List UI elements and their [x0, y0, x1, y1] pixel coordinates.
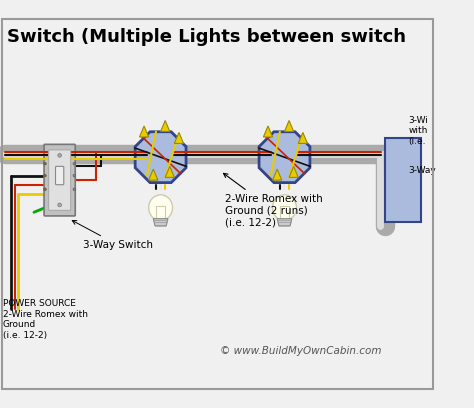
- Polygon shape: [153, 219, 168, 226]
- Polygon shape: [174, 133, 183, 144]
- Text: POWER SOURCE
2-Wire Romex with
Ground
(i.e. 12-2): POWER SOURCE 2-Wire Romex with Ground (i…: [3, 299, 88, 339]
- Polygon shape: [298, 133, 308, 144]
- Polygon shape: [165, 166, 174, 177]
- FancyBboxPatch shape: [280, 206, 289, 219]
- Polygon shape: [277, 219, 292, 226]
- Polygon shape: [289, 166, 298, 177]
- FancyBboxPatch shape: [44, 144, 75, 216]
- Ellipse shape: [58, 153, 62, 157]
- Ellipse shape: [73, 162, 76, 165]
- Ellipse shape: [149, 195, 173, 220]
- Ellipse shape: [73, 188, 76, 191]
- Ellipse shape: [58, 203, 62, 207]
- Polygon shape: [149, 169, 158, 180]
- Ellipse shape: [44, 174, 46, 177]
- Polygon shape: [264, 126, 273, 137]
- Polygon shape: [284, 120, 294, 131]
- Text: 3-Way Switch: 3-Way Switch: [72, 220, 153, 250]
- Text: 3-Wi
with
(i.e.: 3-Wi with (i.e.: [409, 116, 428, 146]
- Polygon shape: [139, 126, 149, 137]
- Ellipse shape: [273, 195, 296, 220]
- Text: © www.BuildMyOwnCabin.com: © www.BuildMyOwnCabin.com: [220, 346, 382, 356]
- FancyBboxPatch shape: [55, 166, 64, 185]
- Ellipse shape: [44, 162, 46, 165]
- FancyBboxPatch shape: [49, 150, 71, 211]
- Polygon shape: [161, 120, 170, 131]
- Text: Switch (Multiple Lights between switch: Switch (Multiple Lights between switch: [7, 28, 406, 46]
- Polygon shape: [273, 169, 282, 180]
- Text: 2-Wire Romex with
Ground (2 runs)
(i.e. 12-2): 2-Wire Romex with Ground (2 runs) (i.e. …: [223, 173, 323, 227]
- FancyBboxPatch shape: [384, 138, 421, 222]
- Polygon shape: [135, 132, 186, 183]
- FancyBboxPatch shape: [156, 206, 165, 219]
- Polygon shape: [259, 132, 310, 183]
- Ellipse shape: [44, 188, 46, 191]
- Ellipse shape: [73, 174, 76, 177]
- Text: 3-Way: 3-Way: [409, 166, 436, 175]
